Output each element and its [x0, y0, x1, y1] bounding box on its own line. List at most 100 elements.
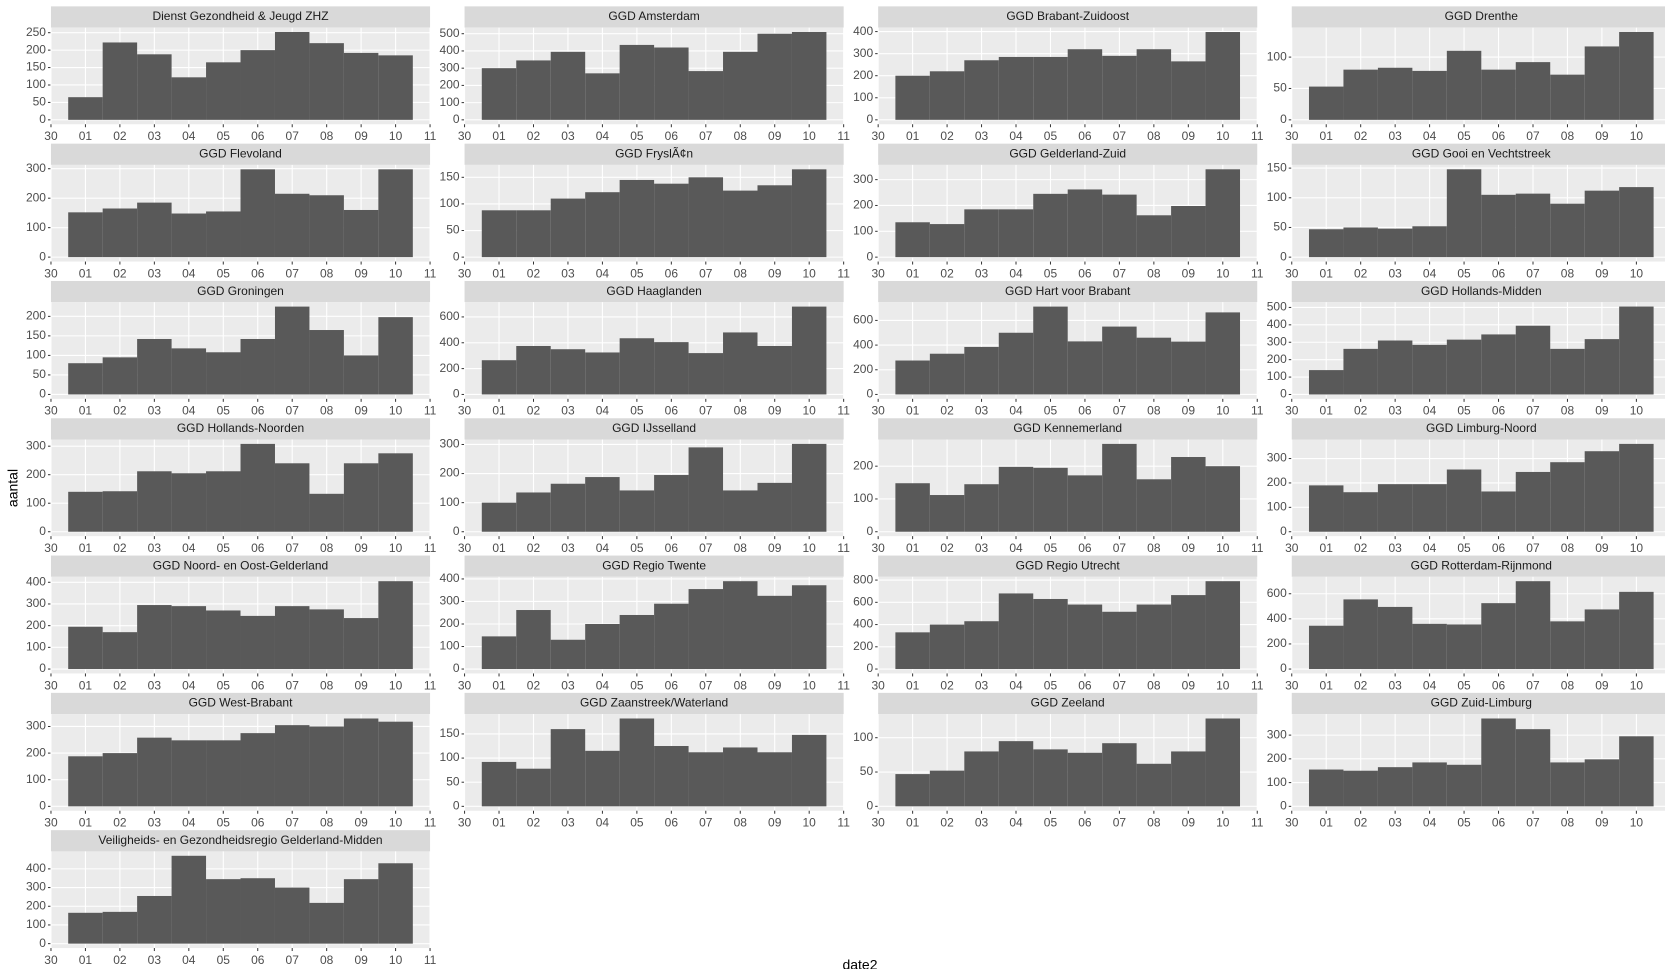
x-tick-label: 10: [389, 404, 403, 418]
bar: [274, 463, 310, 532]
bar: [1308, 625, 1344, 670]
bar: [1619, 591, 1654, 670]
x-tick-label: 06: [251, 129, 265, 143]
x-tick-label: 10: [1630, 404, 1644, 418]
bar: [343, 879, 379, 944]
y-tick-label: 400: [440, 43, 460, 57]
bar: [1308, 485, 1344, 532]
bar: [1171, 595, 1206, 670]
x-tick-label: 07: [286, 678, 300, 692]
x-tick-label: 09: [354, 953, 368, 967]
x-tick-label: 03: [1388, 816, 1402, 830]
y-tick-label: 0: [39, 249, 46, 263]
x-tick-label: 30: [44, 678, 58, 692]
bar: [1343, 69, 1378, 120]
x-tick-label: 10: [389, 953, 403, 967]
x-tick-label: 05: [630, 404, 644, 418]
x-tick-label: 05: [217, 816, 231, 830]
bar: [240, 169, 275, 258]
x-tick-label: 03: [975, 678, 989, 692]
x-tick-label: 02: [113, 816, 127, 830]
y-tick-label: 50: [446, 774, 460, 788]
panel-title: GGD Hollands-Noorden: [177, 421, 304, 435]
y-tick-label: 200: [1267, 475, 1287, 489]
x-tick-label: 07: [286, 816, 300, 830]
x-axis-title: date2: [842, 957, 877, 969]
x-tick-label: 09: [354, 541, 368, 555]
x-tick-label: 30: [1285, 541, 1299, 555]
panel-title: GGD Noord- en Oost-Gelderland: [153, 558, 328, 572]
x-tick-label: 06: [1078, 816, 1092, 830]
bar: [688, 353, 724, 395]
bar: [688, 589, 724, 670]
x-tick-label: 30: [44, 816, 58, 830]
y-tick-label: 200: [853, 68, 873, 82]
x-tick-label: 08: [320, 953, 334, 967]
bar: [240, 339, 275, 395]
bar: [619, 44, 655, 120]
bar: [137, 471, 172, 532]
bar: [309, 493, 344, 532]
x-tick-label: 30: [458, 129, 472, 143]
x-tick-label: 06: [251, 266, 265, 280]
x-tick-label: 01: [906, 266, 920, 280]
x-tick-label: 02: [113, 953, 127, 967]
bar: [1619, 306, 1654, 395]
bar: [1343, 770, 1378, 807]
x-tick-label: 30: [458, 816, 472, 830]
bar: [1412, 623, 1447, 670]
bar: [550, 729, 586, 807]
x-tick-label: 06: [1078, 541, 1092, 555]
y-tick-label: 0: [453, 387, 460, 401]
x-tick-label: 05: [630, 266, 644, 280]
y-tick-label: 400: [440, 571, 460, 585]
bar: [1619, 187, 1654, 258]
bar: [206, 610, 241, 670]
x-tick-label: 06: [1078, 266, 1092, 280]
y-tick-label: 400: [853, 337, 873, 351]
bar: [68, 491, 103, 532]
x-tick-label: 01: [492, 816, 506, 830]
x-tick-label: 03: [148, 266, 162, 280]
x-tick-label: 04: [596, 266, 610, 280]
x-tick-label: 03: [148, 816, 162, 830]
bar: [1205, 466, 1241, 532]
x-tick-label: 08: [1561, 404, 1575, 418]
x-tick-label: 08: [1147, 266, 1161, 280]
bar: [343, 355, 379, 395]
x-tick-label: 04: [1423, 816, 1437, 830]
y-tick-label: 300: [26, 161, 46, 175]
x-tick-label: 11: [837, 678, 850, 692]
x-tick-label: 06: [1078, 404, 1092, 418]
x-tick-label: 04: [182, 404, 196, 418]
bar: [68, 912, 103, 944]
x-tick-label: 05: [1044, 678, 1058, 692]
x-tick-label: 08: [1147, 816, 1161, 830]
x-tick-label: 06: [665, 129, 679, 143]
strip: [464, 280, 844, 303]
x-tick-label: 11: [1251, 816, 1264, 830]
x-tick-label: 04: [1423, 678, 1437, 692]
y-tick-label: 50: [446, 223, 460, 237]
bar: [585, 623, 620, 670]
x-tick-label: 02: [1354, 266, 1368, 280]
bar: [309, 609, 344, 670]
y-tick-label: 200: [1267, 751, 1287, 765]
bar: [1515, 62, 1551, 120]
x-tick-label: 02: [113, 129, 127, 143]
x-tick-label: 04: [596, 678, 610, 692]
y-tick-label: 200: [853, 639, 873, 653]
strip: [464, 555, 844, 577]
x-tick-label: 02: [1354, 816, 1368, 830]
x-tick-label: 05: [630, 816, 644, 830]
bar: [481, 210, 517, 258]
x-tick-label: 05: [217, 678, 231, 692]
bar: [1481, 194, 1516, 258]
bar: [1308, 86, 1344, 120]
x-tick-label: 11: [424, 953, 437, 967]
x-tick-label: 06: [1492, 404, 1506, 418]
x-tick-label: 08: [1561, 816, 1575, 830]
x-tick-label: 04: [182, 129, 196, 143]
x-tick-label: 10: [1630, 816, 1644, 830]
bar: [102, 632, 138, 670]
